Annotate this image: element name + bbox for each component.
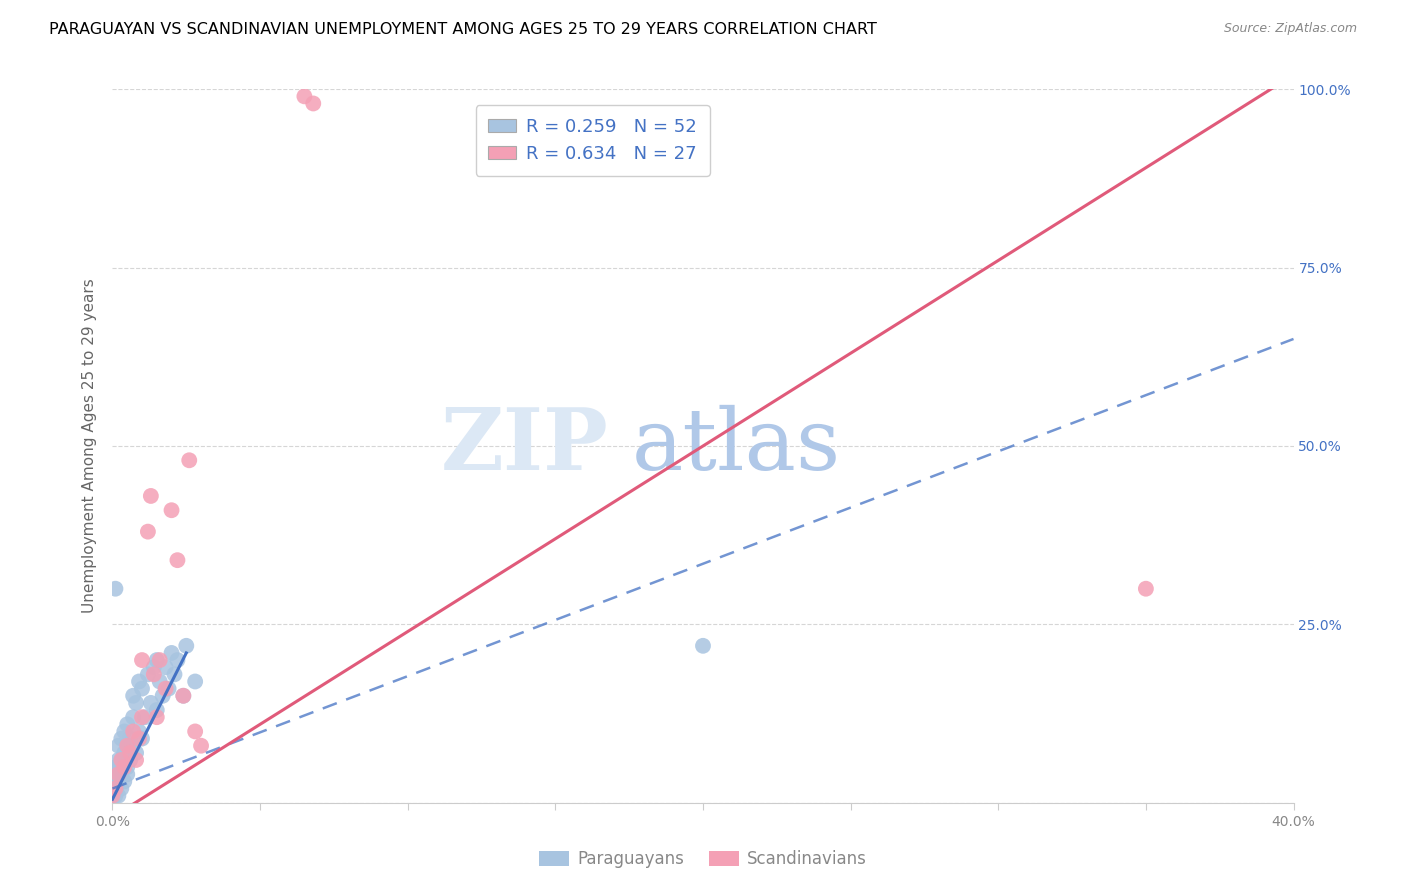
Point bbox=[110, 753, 132, 767]
Point bbox=[172, 689, 194, 703]
Point bbox=[292, 89, 315, 103]
Point bbox=[117, 767, 138, 781]
Point bbox=[110, 781, 132, 796]
Point bbox=[160, 646, 183, 660]
Point bbox=[139, 696, 162, 710]
Point bbox=[122, 710, 145, 724]
Point bbox=[136, 667, 159, 681]
Point bbox=[101, 767, 124, 781]
Point bbox=[128, 724, 150, 739]
Point bbox=[131, 731, 153, 746]
Point bbox=[172, 689, 194, 703]
Point bbox=[112, 760, 135, 774]
Point bbox=[110, 753, 132, 767]
Point bbox=[107, 789, 129, 803]
Point bbox=[104, 582, 127, 596]
Point bbox=[149, 674, 172, 689]
Point bbox=[184, 674, 207, 689]
Point bbox=[149, 653, 172, 667]
Point bbox=[122, 689, 145, 703]
Text: Source: ZipAtlas.com: Source: ZipAtlas.com bbox=[1223, 22, 1357, 36]
Point bbox=[155, 681, 177, 696]
Point bbox=[120, 731, 142, 746]
Point bbox=[107, 767, 129, 781]
Text: ZIP: ZIP bbox=[440, 404, 609, 488]
Y-axis label: Unemployment Among Ages 25 to 29 years: Unemployment Among Ages 25 to 29 years bbox=[82, 278, 97, 614]
Point bbox=[107, 739, 129, 753]
Point bbox=[142, 667, 165, 681]
Point bbox=[146, 710, 169, 724]
Point bbox=[131, 710, 153, 724]
Point bbox=[112, 724, 135, 739]
Point bbox=[155, 660, 177, 674]
Point bbox=[142, 660, 165, 674]
Point bbox=[104, 781, 127, 796]
Point bbox=[128, 674, 150, 689]
Point bbox=[107, 760, 129, 774]
Point bbox=[125, 696, 148, 710]
Point bbox=[117, 739, 138, 753]
Point bbox=[190, 739, 212, 753]
Point bbox=[112, 746, 135, 760]
Point bbox=[125, 746, 148, 760]
Point bbox=[131, 681, 153, 696]
Point bbox=[120, 753, 142, 767]
Point bbox=[184, 724, 207, 739]
Point bbox=[120, 746, 142, 760]
Point bbox=[179, 453, 201, 467]
Point bbox=[110, 767, 132, 781]
Point bbox=[107, 753, 129, 767]
Legend: Paraguayans, Scandinavians: Paraguayans, Scandinavians bbox=[531, 844, 875, 875]
Point bbox=[166, 553, 188, 567]
Point bbox=[139, 489, 162, 503]
Text: atlas: atlas bbox=[633, 404, 841, 488]
Point bbox=[1135, 582, 1157, 596]
Point bbox=[146, 703, 169, 717]
Point bbox=[160, 503, 183, 517]
Point bbox=[117, 739, 138, 753]
Point bbox=[117, 717, 138, 731]
Point bbox=[122, 739, 145, 753]
Legend: R = 0.259   N = 52, R = 0.634   N = 27: R = 0.259 N = 52, R = 0.634 N = 27 bbox=[475, 105, 710, 176]
Point bbox=[104, 789, 127, 803]
Point bbox=[101, 789, 124, 803]
Point bbox=[174, 639, 197, 653]
Point bbox=[157, 681, 180, 696]
Point bbox=[101, 789, 124, 803]
Point bbox=[110, 731, 132, 746]
Point bbox=[692, 639, 714, 653]
Point bbox=[104, 760, 127, 774]
Point bbox=[107, 774, 129, 789]
Point bbox=[112, 774, 135, 789]
Point bbox=[104, 781, 127, 796]
Point bbox=[166, 653, 188, 667]
Point bbox=[101, 781, 124, 796]
Point bbox=[163, 667, 186, 681]
Point bbox=[122, 724, 145, 739]
Point bbox=[136, 524, 159, 539]
Point bbox=[104, 774, 127, 789]
Point bbox=[131, 653, 153, 667]
Point bbox=[302, 96, 325, 111]
Point bbox=[128, 731, 150, 746]
Point bbox=[117, 760, 138, 774]
Point bbox=[134, 710, 156, 724]
Text: PARAGUAYAN VS SCANDINAVIAN UNEMPLOYMENT AMONG AGES 25 TO 29 YEARS CORRELATION CH: PARAGUAYAN VS SCANDINAVIAN UNEMPLOYMENT … bbox=[49, 22, 877, 37]
Point bbox=[146, 653, 169, 667]
Point bbox=[125, 753, 148, 767]
Point bbox=[152, 689, 174, 703]
